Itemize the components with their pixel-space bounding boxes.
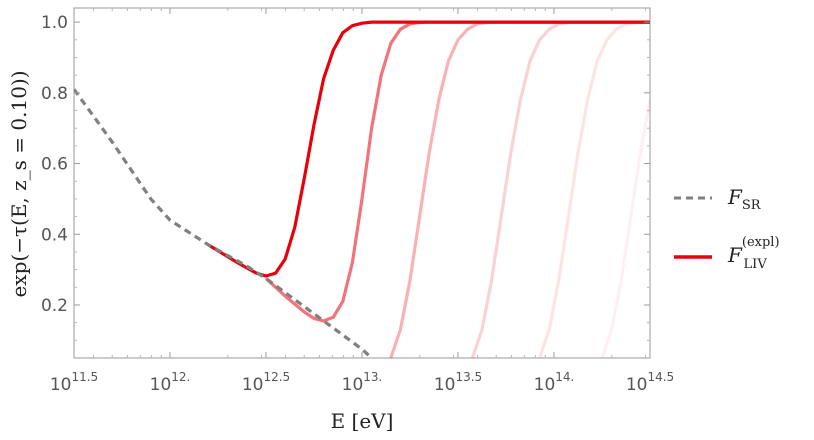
y-tick-label: 0.8: [41, 84, 68, 104]
legend-sr-subscript: SR: [742, 198, 762, 213]
liv-curve-0: [207, 20, 650, 278]
x-tick-label: 1014.5: [626, 370, 674, 395]
x-tick-label: 1011.5: [50, 370, 98, 395]
liv-curve-5: [600, 99, 650, 358]
legend: FSR F(expl) LIV: [674, 185, 780, 272]
legend-sr-symbol: F: [727, 185, 743, 209]
legend-liv-subscript: LIV: [744, 257, 768, 272]
x-axis-title: E [eV]: [331, 409, 394, 433]
series-layer: [74, 20, 650, 358]
y-tick-label: 0.2: [41, 296, 68, 316]
sr-curve: [74, 88, 373, 358]
x-tick-label: 1014.: [534, 370, 575, 395]
y-axis-title: exp(−τ(E, z_s = 0.10)): [7, 70, 31, 297]
liv-curve-2: [389, 20, 650, 358]
tick-layer: 1011.5 1012. 1012.5 1013. 1013.5 1014. 1014.5 0…: [41, 8, 674, 395]
legend-liv-symbol: F: [727, 243, 743, 267]
x-tick-label: 1013.: [342, 370, 383, 395]
y-tick-label: 1.0: [41, 13, 68, 33]
legend-liv-label: F(expl) LIV: [727, 235, 780, 272]
x-tick-label: 1012.5: [242, 370, 290, 395]
liv-curve-1: [264, 20, 650, 323]
x-tick-label: 1013.5: [434, 370, 482, 395]
legend-liv-superscript: (expl): [742, 235, 780, 250]
y-tick-label: 0.4: [41, 225, 68, 245]
legend-sr-label: FSR: [727, 185, 762, 213]
plot-frame: [73, 7, 651, 359]
liv-curve-3: [470, 20, 650, 358]
y-tick-label: 0.6: [41, 155, 68, 175]
x-tick-label: 1012.: [150, 370, 191, 395]
